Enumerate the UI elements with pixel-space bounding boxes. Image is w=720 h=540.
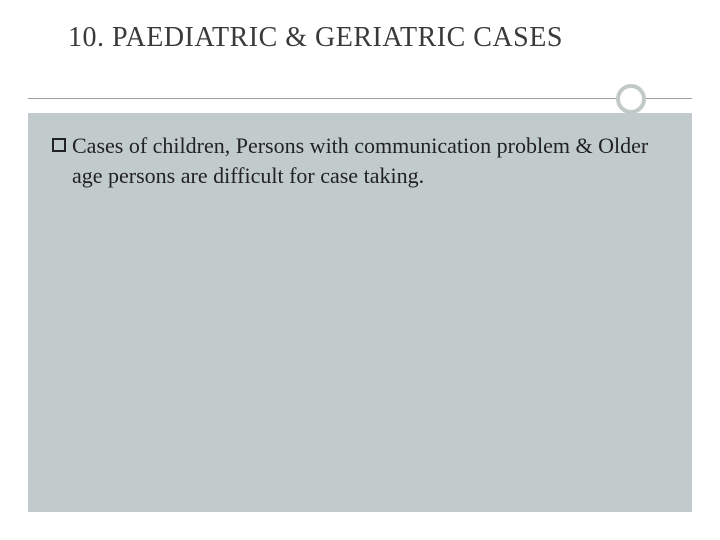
slide-title: 10. PAEDIATRIC & GERIATRIC CASES: [68, 22, 670, 54]
title-area: 10. PAEDIATRIC & GERIATRIC CASES: [0, 0, 720, 78]
square-bullet-icon: [52, 138, 66, 152]
title-rule: [28, 84, 692, 114]
circle-ornament-icon: [616, 84, 646, 114]
slide: 10. PAEDIATRIC & GERIATRIC CASES Cases o…: [0, 0, 720, 540]
bullet-text: Cases of children, Persons with communic…: [72, 131, 668, 190]
horizontal-rule: [28, 98, 692, 99]
content-area: Cases of children, Persons with communic…: [28, 113, 692, 512]
bullet-item: Cases of children, Persons with communic…: [52, 131, 668, 190]
